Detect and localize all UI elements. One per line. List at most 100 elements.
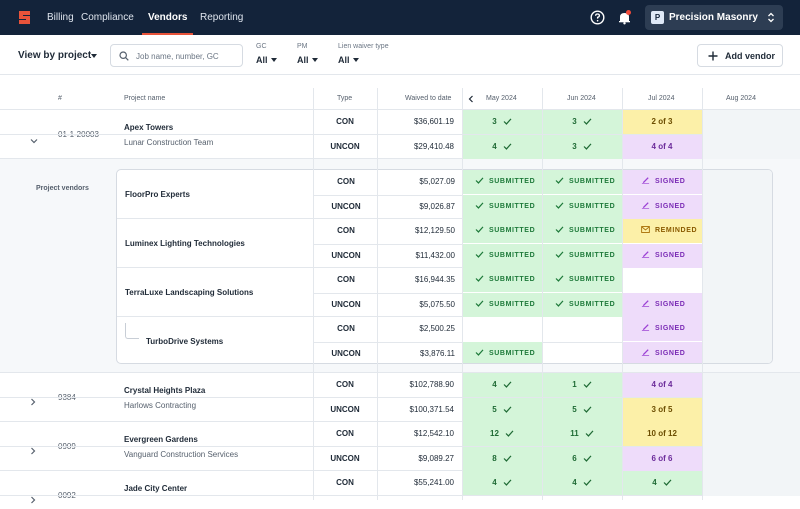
status-submitted-cell[interactable]: SUBMITTED — [543, 292, 623, 317]
status-label: SUBMITTED — [569, 227, 616, 234]
status-submitted-cell[interactable]: SUBMITTED — [543, 268, 623, 292]
project-number[interactable]: 0092 — [58, 491, 76, 500]
waiver-count-cell[interactable]: 6 of 6 — [622, 446, 702, 471]
chevron-right-icon[interactable] — [30, 442, 36, 460]
waiver-count-value: 11 — [570, 429, 579, 438]
col-header-project: Project name — [124, 95, 166, 102]
nav-vendors[interactable]: Vendors — [141, 0, 195, 35]
project-name[interactable]: Evergreen Gardens — [124, 435, 198, 444]
waiver-count-cell[interactable]: 3 — [462, 110, 542, 134]
waiver-count-value: 8 — [492, 453, 497, 463]
nav-compliance[interactable]: Compliance — [81, 12, 134, 23]
chevron-down-icon[interactable] — [30, 131, 38, 149]
type-cell: UNCON — [330, 453, 360, 463]
project-name[interactable]: Apex Towers — [124, 123, 174, 132]
waiver-count-cell[interactable]: 3 — [542, 110, 622, 134]
gc-filter[interactable]: GC All — [256, 43, 277, 68]
column-divider — [313, 88, 314, 500]
waiver-count-cell[interactable]: 8 — [462, 446, 542, 471]
vendor-group: TurboDrive Systems CON $2,500.25 SIGNED UNCO… — [117, 317, 772, 363]
previous-month-chevron-icon[interactable] — [468, 95, 474, 103]
check-icon — [475, 348, 484, 357]
waiver-count-cell[interactable]: 4 — [542, 471, 622, 495]
column-divider — [542, 88, 543, 500]
status-signed-cell[interactable]: SIGNED — [623, 341, 703, 363]
status-submitted-cell[interactable]: SUBMITTED — [543, 219, 623, 243]
project-name[interactable]: Jade City Center — [124, 484, 188, 493]
status-submitted-cell[interactable]: SUBMITTED — [543, 194, 623, 219]
pm-filter[interactable]: PM All — [297, 43, 318, 68]
status-signed-cell[interactable]: SIGNED — [623, 170, 703, 194]
status-submitted-cell[interactable]: SUBMITTED — [543, 243, 623, 268]
lien-waiver-type-filter[interactable]: Lien waiver type All — [338, 43, 389, 68]
app-logo-icon[interactable] — [17, 10, 32, 25]
search-input[interactable] — [136, 48, 240, 64]
vendor-name[interactable]: TerraLuxe Landscaping Solutions — [125, 288, 254, 297]
check-icon — [505, 429, 514, 438]
waiver-count-cell[interactable]: 4 of 4 — [622, 134, 702, 159]
chevron-right-icon[interactable] — [30, 393, 36, 411]
project-number[interactable]: 9384 — [58, 393, 76, 402]
type-cell: CON — [336, 478, 354, 487]
waiver-count-value: 3 of 5 — [651, 404, 673, 414]
check-icon — [475, 226, 484, 234]
nav-reporting[interactable]: Reporting — [200, 12, 244, 23]
status-signed-cell[interactable]: SIGNED — [623, 194, 703, 219]
nav-billing[interactable]: Billing — [47, 12, 74, 23]
waiver-count-cell[interactable]: 5 — [542, 397, 622, 422]
vendor-name[interactable]: FloorPro Experts — [125, 190, 190, 199]
status-signed-cell[interactable]: SIGNED — [623, 292, 703, 317]
status-signed-cell[interactable]: SIGNED — [623, 317, 703, 341]
envelope-icon — [641, 226, 650, 234]
status-reminded-cell[interactable]: REMINDED — [623, 219, 703, 243]
status-submitted-cell[interactable]: SUBMITTED — [463, 341, 543, 363]
check-icon — [663, 478, 672, 487]
waiver-count-value: 5 — [572, 404, 577, 414]
status-submitted-cell[interactable]: SUBMITTED — [463, 194, 543, 219]
waiver-count-cell[interactable]: 4 — [622, 471, 702, 495]
project-name[interactable]: Crystal Heights Plaza — [124, 386, 206, 395]
waived-to-date-cell: $16,944.35 — [414, 275, 455, 284]
table-row: UNCON $100,371.54 5 5 3 of 5 — [0, 397, 800, 422]
status-label: SUBMITTED — [489, 178, 536, 185]
caret-down-icon — [91, 54, 97, 58]
waiver-count-cell[interactable]: 4 — [462, 134, 542, 159]
waiver-count-cell[interactable]: 5 — [462, 397, 542, 422]
project-number[interactable]: 0909 — [58, 442, 76, 451]
status-submitted-cell[interactable]: SUBMITTED — [463, 219, 543, 243]
status-signed-cell[interactable]: SIGNED — [623, 243, 703, 268]
waiver-count-cell[interactable]: 6 — [542, 446, 622, 471]
notifications-bell-icon[interactable] — [617, 10, 632, 25]
waiver-count-cell[interactable]: 10 of 12 — [622, 422, 702, 446]
help-icon[interactable] — [590, 10, 605, 25]
status-label: SUBMITTED — [569, 202, 616, 210]
status-submitted-cell[interactable]: SUBMITTED — [463, 292, 543, 317]
status-submitted-cell[interactable]: SUBMITTED — [463, 243, 543, 268]
waiver-count-cell[interactable]: 4 — [462, 471, 542, 495]
status-submitted-cell[interactable]: SUBMITTED — [543, 170, 623, 194]
waiver-count-cell[interactable]: 4 of 4 — [622, 373, 702, 397]
project-number[interactable]: 01-1-20003 — [58, 130, 99, 139]
waiver-count-value: 3 — [572, 117, 577, 126]
waiver-count-cell[interactable]: 2 of 3 — [622, 110, 702, 134]
check-icon — [475, 250, 484, 259]
table-row: CON $12,542.10 12 11 10 of 12 — [0, 422, 800, 447]
waiver-count-cell[interactable]: 4 — [462, 373, 542, 397]
waiver-count-cell[interactable]: 11 — [542, 422, 622, 446]
waived-to-date-cell: $36,601.19 — [413, 117, 454, 126]
waiver-count-cell[interactable]: 1 — [542, 373, 622, 397]
lien-filter-value: All — [338, 55, 350, 65]
vendor-name[interactable]: TurboDrive Systems — [146, 337, 224, 346]
view-by-dropdown[interactable]: View by project — [18, 50, 92, 61]
waiver-count-cell[interactable]: 3 — [542, 134, 622, 159]
aug-cell — [703, 317, 772, 342]
company-switcher[interactable]: P Precision Masonry — [645, 5, 783, 30]
add-vendor-button[interactable]: Add vendor — [697, 44, 783, 67]
waiver-count-value: 3 — [492, 117, 497, 126]
status-submitted-cell[interactable]: SUBMITTED — [463, 170, 543, 194]
waiver-count-cell[interactable]: 3 of 5 — [622, 397, 702, 422]
status-label: SIGNED — [655, 251, 686, 259]
status-submitted-cell[interactable]: SUBMITTED — [463, 268, 543, 292]
vendor-name[interactable]: Luminex Lighting Technologies — [125, 239, 245, 248]
waiver-count-cell[interactable]: 12 — [462, 422, 542, 446]
